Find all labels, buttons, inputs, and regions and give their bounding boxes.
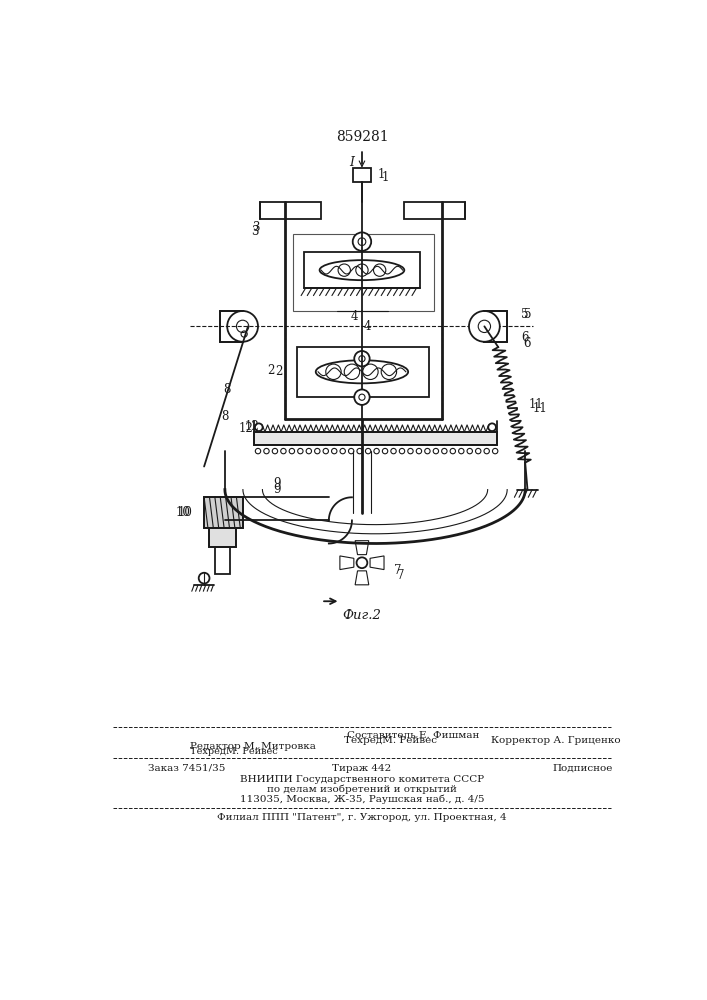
- Circle shape: [255, 448, 261, 454]
- Bar: [209, 528, 236, 547]
- Circle shape: [281, 448, 286, 454]
- Bar: [404, 202, 465, 219]
- Text: 3: 3: [251, 225, 259, 238]
- Text: 1: 1: [381, 171, 389, 184]
- Text: 7: 7: [395, 564, 402, 577]
- Text: 3: 3: [252, 221, 259, 234]
- Circle shape: [255, 423, 262, 431]
- Circle shape: [306, 448, 312, 454]
- Circle shape: [354, 351, 370, 366]
- Text: 113035, Москва, Ж-35, Раушская наб., д. 4/5: 113035, Москва, Ж-35, Раушская наб., д. …: [240, 794, 484, 804]
- Circle shape: [459, 448, 464, 454]
- Circle shape: [382, 448, 387, 454]
- Text: Филиал ППП "Патент", г. Ужгород, ул. Проектная, 4: Филиал ППП "Патент", г. Ужгород, ул. Про…: [217, 813, 507, 822]
- Circle shape: [425, 448, 430, 454]
- Text: 7: 7: [397, 569, 404, 582]
- Text: ВНИИПИ Государственного комитета СССР: ВНИИПИ Государственного комитета СССР: [240, 775, 484, 784]
- Circle shape: [227, 311, 258, 342]
- Text: 4: 4: [351, 310, 358, 323]
- Bar: [304, 252, 420, 288]
- Text: 9: 9: [273, 477, 281, 490]
- Bar: [484, 311, 508, 342]
- Circle shape: [199, 573, 209, 584]
- Circle shape: [366, 448, 370, 454]
- Text: 11: 11: [529, 398, 544, 411]
- Circle shape: [469, 311, 500, 342]
- Text: 10: 10: [177, 506, 192, 519]
- Text: 11: 11: [533, 402, 548, 415]
- Circle shape: [298, 448, 303, 454]
- Text: Редактор М. Митровка: Редактор М. Митровка: [190, 742, 316, 751]
- Circle shape: [264, 448, 269, 454]
- Text: 2: 2: [275, 365, 283, 378]
- Bar: [209, 528, 236, 547]
- Bar: [204, 497, 243, 528]
- Circle shape: [354, 389, 370, 405]
- Text: 8: 8: [223, 383, 231, 396]
- Text: Тираж 442: Тираж 442: [332, 764, 392, 773]
- Text: 12: 12: [245, 420, 259, 433]
- Text: Составитель Е. Фишман: Составитель Е. Фишман: [347, 732, 480, 740]
- Circle shape: [289, 448, 295, 454]
- Circle shape: [467, 448, 472, 454]
- Bar: [296, 347, 429, 397]
- Circle shape: [340, 448, 346, 454]
- Text: Корректор А. Гриценко: Корректор А. Гриценко: [491, 736, 620, 745]
- Circle shape: [391, 448, 396, 454]
- Circle shape: [408, 448, 413, 454]
- Text: 6: 6: [524, 337, 531, 350]
- Circle shape: [272, 448, 278, 454]
- Circle shape: [332, 448, 337, 454]
- Circle shape: [357, 448, 362, 454]
- Text: ТехредМ. Рейвес: ТехредМ. Рейвес: [190, 747, 278, 756]
- Circle shape: [493, 448, 498, 454]
- Circle shape: [433, 448, 438, 454]
- Text: 9: 9: [274, 483, 281, 496]
- Text: 12: 12: [239, 422, 253, 434]
- Circle shape: [416, 448, 421, 454]
- Circle shape: [442, 448, 447, 454]
- Circle shape: [356, 557, 368, 568]
- Bar: [204, 497, 243, 528]
- Circle shape: [489, 423, 496, 431]
- Text: 5: 5: [521, 308, 529, 321]
- Circle shape: [374, 448, 379, 454]
- Bar: [215, 547, 230, 574]
- Circle shape: [353, 232, 371, 251]
- Bar: [254, 432, 497, 445]
- Circle shape: [349, 448, 354, 454]
- Text: Заказ 7451/35: Заказ 7451/35: [148, 764, 226, 773]
- Bar: [219, 311, 243, 342]
- Bar: [293, 234, 434, 311]
- Bar: [259, 202, 321, 219]
- Text: 1: 1: [378, 168, 385, 181]
- Text: по делам изобретений и открытий: по делам изобретений и открытий: [267, 784, 457, 794]
- Text: Фиг.2: Фиг.2: [342, 609, 381, 622]
- Bar: [254, 432, 497, 445]
- Text: 10: 10: [175, 506, 190, 519]
- Text: I: I: [349, 156, 354, 169]
- Text: ТехредМ. Рейвес: ТехредМ. Рейвес: [344, 736, 437, 745]
- Circle shape: [399, 448, 404, 454]
- Circle shape: [323, 448, 329, 454]
- Circle shape: [476, 448, 481, 454]
- Text: 8: 8: [221, 410, 229, 423]
- Circle shape: [315, 448, 320, 454]
- Text: 5: 5: [524, 308, 531, 321]
- Text: Подписное: Подписное: [552, 764, 612, 773]
- Circle shape: [450, 448, 455, 454]
- Text: 859281: 859281: [336, 130, 388, 144]
- Circle shape: [484, 448, 489, 454]
- Text: 6: 6: [521, 331, 529, 344]
- Text: 4: 4: [363, 320, 371, 333]
- Text: 2: 2: [267, 364, 275, 377]
- Bar: [353, 168, 371, 182]
